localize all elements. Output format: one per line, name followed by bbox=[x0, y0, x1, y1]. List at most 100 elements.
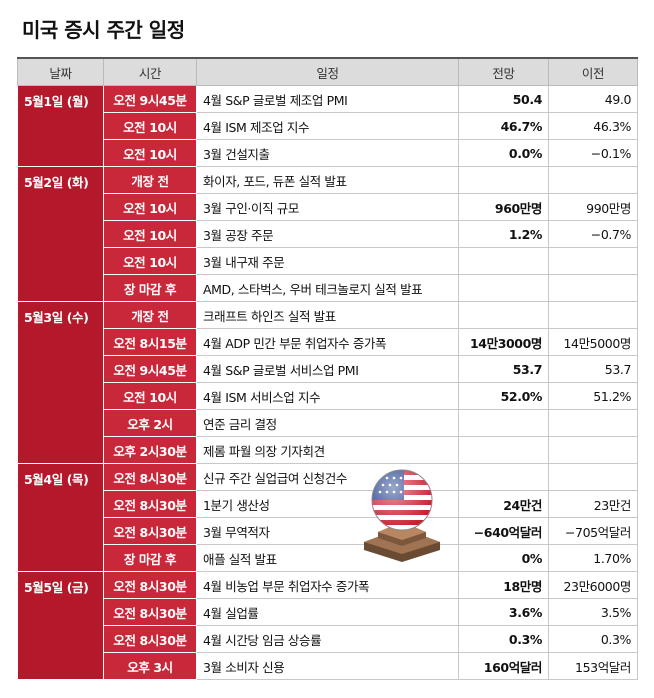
empty-cell bbox=[458, 463, 549, 491]
forecast-cell: 24만건 bbox=[458, 490, 549, 518]
time-cell: 오전 10시 bbox=[103, 139, 197, 167]
schedule-row: 5월4일 (목) 오전 8시30분 신규 주간 실업급여 신청건수 bbox=[17, 463, 638, 572]
event-cell: 크래프트 하인즈 실적 발표 bbox=[196, 301, 459, 329]
schedule-row: 오전 8시15분 4월 ADP 민간 부문 취업자수 증가폭 14만3000명 14만… bbox=[18, 328, 638, 356]
forecast-cell: 0.0% bbox=[458, 139, 549, 167]
time-cell: 오전 10시 bbox=[103, 220, 197, 248]
event-cell: 3월 내구재 주문 bbox=[196, 247, 459, 275]
previous-cell: −0.7% bbox=[548, 220, 638, 248]
empty-cell bbox=[548, 247, 638, 275]
schedule-row: 오전 10시 4월 ISM 제조업 지수 46.7% 46.3% bbox=[18, 112, 638, 140]
time-cell: 장 마감 후 bbox=[103, 544, 197, 572]
event-cell: 제롬 파월 의장 기자회견 bbox=[196, 436, 459, 464]
event-cell: 4월 실업률 bbox=[196, 598, 459, 626]
event-cell: 4월 ADP 민간 부문 취업자수 증가폭 bbox=[196, 328, 459, 356]
previous-cell: 14만5000명 bbox=[548, 328, 638, 356]
forecast-cell: 3.6% bbox=[458, 598, 549, 626]
event-cell: 4월 S&P 글로벌 서비스업 PMI bbox=[196, 355, 459, 383]
schedule-row: 오전 8시30분 4월 실업률 3.6% 3.5% bbox=[18, 598, 638, 626]
schedule-row: 오전 10시 3월 건설지출 0.0% −0.1% bbox=[18, 139, 638, 167]
event-cell: 3월 공장 주문 bbox=[196, 220, 459, 248]
table-body: 5월1일 (월) 오전 9시45분 4월 S&P 글로벌 제조업 PMI 50.4 49… bbox=[17, 85, 638, 680]
event-cell: 4월 ISM 제조업 지수 bbox=[196, 112, 459, 140]
previous-cell: 23만6000명 bbox=[548, 571, 638, 599]
previous-cell: 23만건 bbox=[548, 490, 638, 518]
empty-cell bbox=[458, 166, 549, 194]
schedule-row: 오전 10시 3월 구인·이직 규모 960만명 990만명 bbox=[18, 193, 638, 221]
empty-cell bbox=[458, 274, 549, 302]
empty-cell bbox=[458, 247, 549, 275]
previous-cell: 53.7 bbox=[548, 355, 638, 383]
schedule-row: 5월2일 (화) 개장 전 화이자, 포드, 듀폰 실적 발표 bbox=[17, 166, 638, 302]
time-cell: 오전 10시 bbox=[103, 112, 197, 140]
forecast-cell: 160억달러 bbox=[458, 652, 549, 680]
previous-cell: 0.3% bbox=[548, 625, 638, 653]
previous-cell: 153억달러 bbox=[548, 652, 638, 680]
date-cell: 5월1일 (월) bbox=[17, 85, 104, 167]
time-cell: 오전 8시30분 bbox=[103, 625, 197, 653]
time-cell: 오전 10시 bbox=[103, 193, 197, 221]
time-cell: 오후 3시 bbox=[103, 652, 197, 680]
event-cell: 4월 시간당 임금 상승률 bbox=[196, 625, 459, 653]
previous-cell: −0.1% bbox=[548, 139, 638, 167]
time-cell: 오전 8시30분 bbox=[103, 463, 197, 491]
empty-cell bbox=[548, 166, 638, 194]
time-cell: 오전 9시45분 bbox=[103, 85, 197, 113]
previous-cell: 990만명 bbox=[548, 193, 638, 221]
time-cell: 오후 2시 bbox=[103, 409, 197, 437]
time-cell: 오전 8시30분 bbox=[103, 517, 197, 545]
date-cell: 5월2일 (화) bbox=[17, 166, 104, 302]
forecast-cell: 53.7 bbox=[458, 355, 549, 383]
time-cell: 오전 8시30분 bbox=[103, 598, 197, 626]
forecast-cell: 18만명 bbox=[458, 571, 549, 599]
schedule-row: 오후 2시 연준 금리 결정 bbox=[18, 409, 638, 437]
schedule-row: 오후 2시30분 제롬 파월 의장 기자회견 bbox=[18, 436, 638, 464]
forecast-cell: −640억달러 bbox=[458, 517, 549, 545]
time-cell: 장 마감 후 bbox=[103, 274, 197, 302]
previous-cell: 3.5% bbox=[548, 598, 638, 626]
title: 미국 증시 주간 일정 bbox=[22, 18, 185, 42]
column-header: 날짜 bbox=[17, 57, 104, 86]
event-cell: 3월 건설지출 bbox=[196, 139, 459, 167]
schedule-row: 오전 9시45분 4월 S&P 글로벌 서비스업 PMI 53.7 53.7 bbox=[18, 355, 638, 383]
schedule-row: 장 마감 후 애플 실적 발표 0% 1.70% bbox=[18, 544, 638, 572]
schedule-row: 오전 10시 4월 ISM 서비스업 지수 52.0% 51.2% bbox=[18, 382, 638, 410]
forecast-cell: 14만3000명 bbox=[458, 328, 549, 356]
time-cell: 오전 10시 bbox=[103, 247, 197, 275]
time-cell: 개장 전 bbox=[103, 166, 197, 194]
schedule-row: 오전 10시 3월 내구재 주문 bbox=[18, 247, 638, 275]
event-cell: 3월 구인·이직 규모 bbox=[196, 193, 459, 221]
time-cell: 오전 10시 bbox=[103, 382, 197, 410]
column-header: 전망 bbox=[458, 57, 549, 86]
date-cell: 5월4일 (목) bbox=[17, 463, 104, 572]
empty-cell bbox=[548, 274, 638, 302]
date-cell: 5월5일 (금) bbox=[17, 571, 104, 680]
empty-cell bbox=[548, 409, 638, 437]
schedule-row: 오전 10시 3월 공장 주문 1.2% −0.7% bbox=[18, 220, 638, 248]
time-cell: 오전 8시30분 bbox=[103, 571, 197, 599]
event-cell: 4월 ISM 서비스업 지수 bbox=[196, 382, 459, 410]
time-cell: 개장 전 bbox=[103, 301, 197, 329]
schedule-row: 5월3일 (수) 개장 전 크래프트 하인즈 실적 발표 bbox=[17, 301, 638, 464]
previous-cell: 1.70% bbox=[548, 544, 638, 572]
event-cell: AMD, 스타벅스, 우버 테크놀로지 실적 발표 bbox=[196, 274, 459, 302]
forecast-cell: 0.3% bbox=[458, 625, 549, 653]
previous-cell: 51.2% bbox=[548, 382, 638, 410]
forecast-cell: 52.0% bbox=[458, 382, 549, 410]
forecast-cell: 960만명 bbox=[458, 193, 549, 221]
schedule-row: 오전 8시30분 1분기 생산성 24만건 23만건 bbox=[18, 490, 638, 518]
schedule-table: 날짜 시간 일정 전망 이전 5월1일 (월) 오전 9시45분 4월 S&P 글로벌 제조… bbox=[17, 57, 638, 680]
schedule-row: 장 마감 후 AMD, 스타벅스, 우버 테크놀로지 실적 발표 bbox=[18, 274, 638, 302]
empty-cell bbox=[458, 436, 549, 464]
empty-cell bbox=[458, 301, 549, 329]
forecast-cell: 0% bbox=[458, 544, 549, 572]
time-cell: 오전 8시15분 bbox=[103, 328, 197, 356]
previous-cell: −705억달러 bbox=[548, 517, 638, 545]
header-row: 날짜 시간 일정 전망 이전 bbox=[17, 57, 638, 86]
forecast-cell: 50.4 bbox=[458, 85, 549, 113]
time-cell: 오후 2시30분 bbox=[103, 436, 197, 464]
time-cell: 오전 8시30분 bbox=[103, 490, 197, 518]
event-cell: 연준 금리 결정 bbox=[196, 409, 459, 437]
previous-cell: 49.0 bbox=[548, 85, 638, 113]
